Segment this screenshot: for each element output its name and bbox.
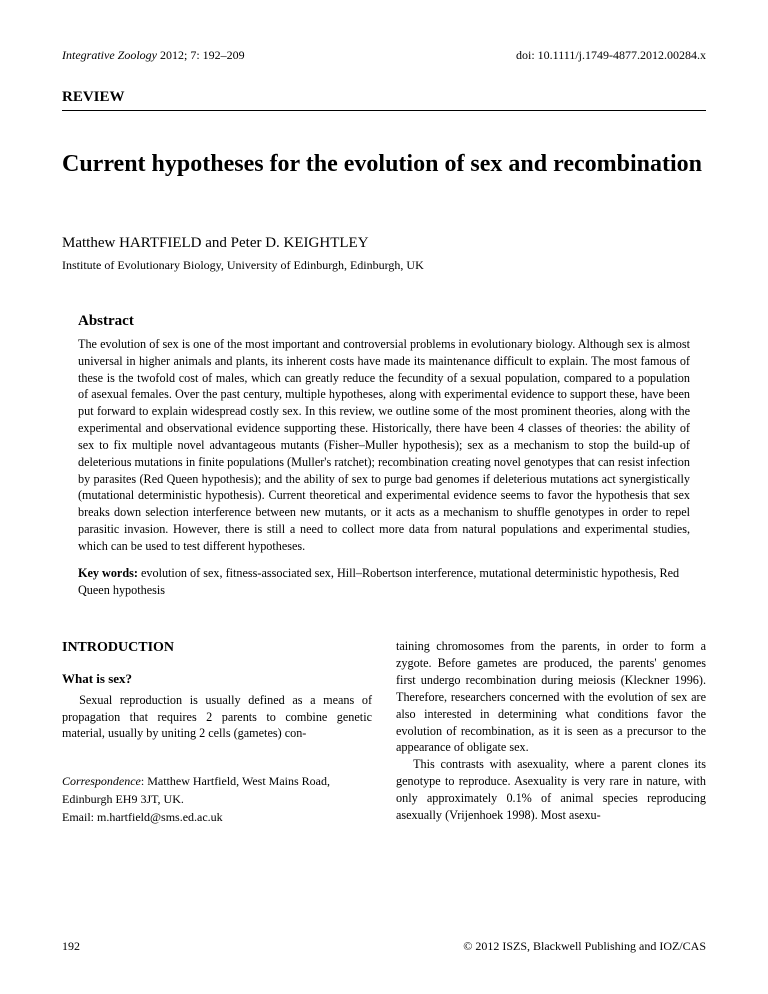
article-title: Current hypotheses for the evolution of … (62, 149, 706, 179)
doi: doi: 10.1111/j.1749-4877.2012.00284.x (516, 48, 706, 63)
body-columns: INTRODUCTION What is sex? Sexual reprodu… (62, 638, 706, 826)
introduction-heading: INTRODUCTION (62, 638, 372, 657)
affiliation: Institute of Evolutionary Biology, Unive… (62, 258, 706, 273)
keywords: Key words: evolution of sex, fitness-ass… (78, 565, 690, 599)
abstract-text: The evolution of sex is one of the most … (78, 336, 690, 555)
authors: Matthew HARTFIELD and Peter D. KEIGHTLEY (62, 235, 706, 252)
abstract-heading: Abstract (78, 313, 690, 330)
year-pages: 2012; 7: 192–209 (157, 48, 245, 62)
intro-paragraph-right-1: taining chromosomes from the parents, in… (396, 638, 706, 756)
correspondence-block: Correspondence: Matthew Hartfield, West … (62, 772, 372, 826)
running-footer: 192 © 2012 ISZS, Blackwell Publishing an… (62, 939, 706, 954)
correspondence-line-2: Edinburgh EH9 3JT, UK. (62, 790, 372, 808)
correspondence-address-1: : Matthew Hartfield, West Mains Road, (141, 774, 330, 788)
copyright: © 2012 ISZS, Blackwell Publishing and IO… (463, 939, 706, 954)
running-header: Integrative Zoology 2012; 7: 192–209 doi… (62, 48, 706, 63)
keywords-label: Key words: (78, 566, 138, 580)
intro-paragraph-left: Sexual reproduction is usually defined a… (62, 692, 372, 742)
correspondence-line-1: Correspondence: Matthew Hartfield, West … (62, 772, 372, 790)
left-column: INTRODUCTION What is sex? Sexual reprodu… (62, 638, 372, 826)
page-number: 192 (62, 939, 80, 954)
right-column: taining chromosomes from the parents, in… (396, 638, 706, 826)
keywords-text: evolution of sex, fitness-associated sex… (78, 566, 679, 597)
journal-name: Integrative Zoology (62, 48, 157, 62)
abstract-section: Abstract The evolution of sex is one of … (62, 313, 706, 598)
journal-citation: Integrative Zoology 2012; 7: 192–209 (62, 48, 245, 63)
intro-paragraph-right-2: This contrasts with asexuality, where a … (396, 756, 706, 823)
subsection-heading: What is sex? (62, 670, 372, 688)
correspondence-label: Correspondence (62, 774, 141, 788)
article-type-label: REVIEW (62, 89, 706, 111)
correspondence-line-3: Email: m.hartfield@sms.ed.ac.uk (62, 808, 372, 826)
